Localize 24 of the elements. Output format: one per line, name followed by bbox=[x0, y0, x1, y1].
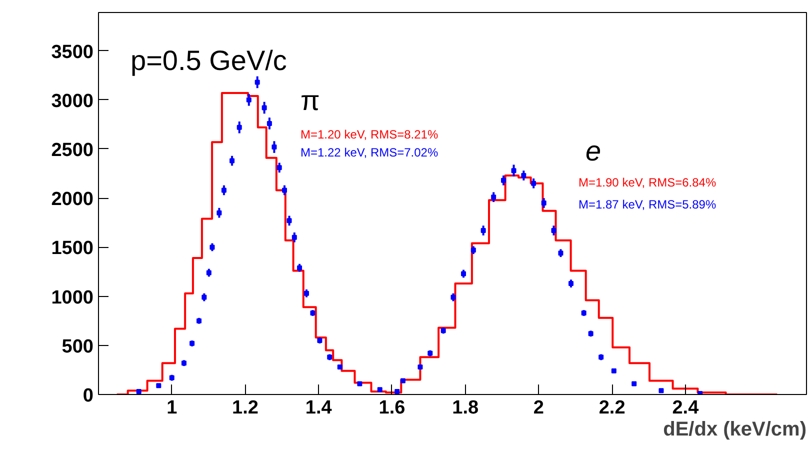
x-tick-label: 1.4 bbox=[305, 398, 332, 418]
x-tick-label: 1 bbox=[166, 398, 178, 418]
annotation: M=1.90 keV, RMS=6.84% bbox=[578, 176, 716, 190]
annotation: M=1.22 keV, RMS=7.02% bbox=[300, 146, 438, 160]
annotation: e bbox=[586, 136, 602, 166]
y-tick-label: 1500 bbox=[51, 238, 94, 260]
y-tick-label: 2000 bbox=[51, 189, 94, 210]
annotation: p=0.5 GeV/c bbox=[130, 45, 287, 76]
y-tick-label: 3000 bbox=[51, 90, 94, 112]
y-tick-label: 3500 bbox=[51, 42, 94, 63]
x-tick-label: 2.4 bbox=[672, 398, 700, 418]
x-tick-label: 1.8 bbox=[452, 398, 479, 418]
annotation: π bbox=[300, 85, 320, 116]
annotation: M=1.20 keV, RMS=8.21% bbox=[300, 128, 438, 142]
y-tick-label: 0 bbox=[82, 386, 94, 406]
x-tick-label: 1.2 bbox=[232, 398, 258, 418]
y-tick-label: 500 bbox=[62, 336, 94, 358]
annotation: M=1.87 keV, RMS=5.89% bbox=[578, 198, 716, 212]
y-tick-label: 2500 bbox=[51, 140, 94, 161]
x-tick-label: 1.6 bbox=[378, 398, 406, 418]
x-tick-label: 2.2 bbox=[598, 398, 626, 418]
y-tick-label: 1000 bbox=[51, 287, 94, 308]
x-axis-title: dE/dx (keV/cm) bbox=[663, 418, 807, 440]
x-tick-label: 2 bbox=[533, 398, 544, 418]
